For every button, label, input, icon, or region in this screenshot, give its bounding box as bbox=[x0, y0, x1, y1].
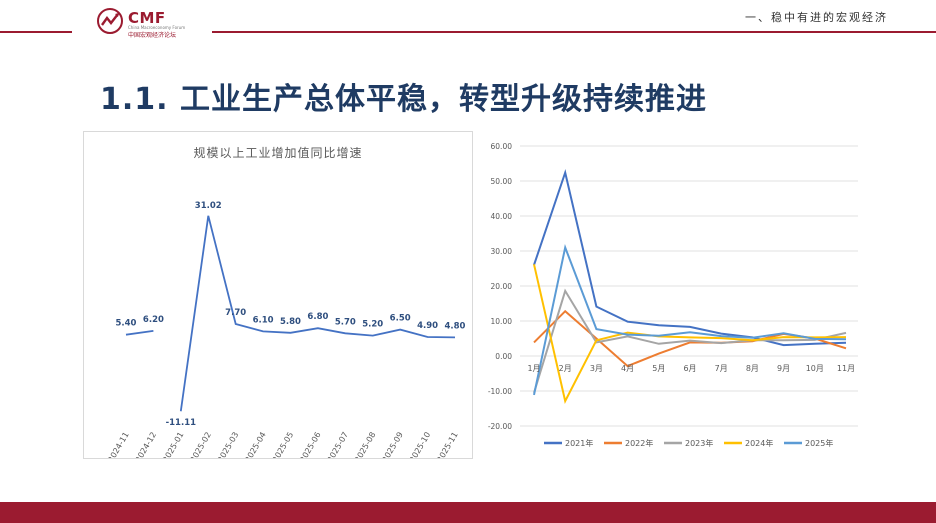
logo-text: CMF bbox=[128, 9, 166, 27]
logo-chinese-name: 中国宏观经济论坛 bbox=[128, 32, 177, 39]
legend-label-2022年: 2022年 bbox=[625, 438, 653, 448]
x-tick-label-2025-04: 2025-04 bbox=[243, 431, 268, 459]
data-label-2025-06: 6.80 bbox=[307, 312, 328, 322]
x-tick-label-2025-07: 2025-07 bbox=[326, 431, 351, 459]
cmf-logo-icon bbox=[97, 8, 123, 34]
x-tick-label-2024-11: 2024-11 bbox=[106, 431, 131, 459]
data-label-2025-01: -11.11 bbox=[166, 418, 196, 428]
chart-title: 规模以上工业增加值同比增速 bbox=[193, 146, 363, 160]
cmf-logo: CMF China Macroeconomy Forum 中国宏观经济论坛 bbox=[96, 7, 206, 39]
legend-label-2023年: 2023年 bbox=[685, 438, 713, 448]
legend-label-2021年: 2021年 bbox=[565, 438, 593, 448]
yearly-comparison-chart: -20.00 -10.00 0.00 10.00 20.00 30.00 40.00 50.0… bbox=[482, 133, 872, 459]
y-tick-label-1: -10.00 bbox=[488, 387, 512, 396]
x-tick-label-2025-10: 2025-10 bbox=[408, 431, 433, 459]
data-label-2025-10: 4.90 bbox=[417, 321, 438, 331]
data-label-2025-11: 4.80 bbox=[445, 321, 466, 331]
data-label-2025-05: 5.80 bbox=[280, 317, 301, 327]
industrial-growth-chart: 规模以上工业增加值同比增速 5.40 6.20 -11.11 31.02 7.70 6.1… bbox=[83, 131, 473, 459]
x-tick-label-2025-02: 2025-02 bbox=[188, 431, 213, 459]
x-tick-label-6月: 6月 bbox=[683, 364, 696, 373]
x-tick-label-2025-06: 2025-06 bbox=[298, 431, 323, 459]
x-tick-label-2025-09: 2025-09 bbox=[380, 431, 405, 459]
legend-label-2024年: 2024年 bbox=[745, 438, 773, 448]
x-tick-label-9月: 9月 bbox=[777, 364, 790, 373]
series-line-2022年 bbox=[533, 309, 847, 368]
series-line-2023年 bbox=[533, 288, 847, 394]
series-line-2025年 bbox=[533, 243, 847, 396]
data-label-2025-03: 7.70 bbox=[225, 308, 246, 318]
x-tick-label-11月: 11月 bbox=[837, 364, 855, 373]
data-label-2024-12: 6.20 bbox=[143, 315, 164, 325]
y-tick-label-5: 30.00 bbox=[491, 247, 513, 256]
data-label-2025-09: 6.50 bbox=[390, 314, 411, 324]
y-tick-label-3: 10.00 bbox=[491, 317, 513, 326]
data-label-2025-08: 5.20 bbox=[362, 320, 383, 330]
data-label-2024-11: 5.40 bbox=[116, 319, 137, 329]
section-label: 一、稳中有进的宏观经济 bbox=[745, 11, 888, 24]
y-tick-label-7: 50.00 bbox=[491, 177, 513, 186]
x-tick-label-2025-05: 2025-05 bbox=[271, 431, 296, 459]
yearly-comparison-plot: -20.00 -10.00 0.00 10.00 20.00 30.00 40.00 50.0… bbox=[488, 142, 858, 448]
x-tick-label-10月: 10月 bbox=[806, 364, 824, 373]
x-tick-label-2024-12: 2024-12 bbox=[134, 431, 159, 459]
y-tick-label-2: 0.00 bbox=[495, 352, 512, 361]
footer-bar bbox=[0, 502, 936, 523]
x-tick-label-2月: 2月 bbox=[559, 364, 572, 373]
x-tick-label-4月: 4月 bbox=[621, 364, 634, 373]
x-tick-label-2025-11: 2025-11 bbox=[435, 431, 460, 459]
header-rule-left bbox=[0, 31, 72, 33]
x-tick-label-2025-08: 2025-08 bbox=[353, 431, 378, 459]
data-label-2025-02: 31.02 bbox=[195, 201, 222, 211]
x-tick-label-2025-01: 2025-01 bbox=[161, 431, 186, 459]
y-tick-label-4: 20.00 bbox=[491, 282, 513, 291]
legend-label-2025年: 2025年 bbox=[805, 438, 833, 448]
y-tick-label-8: 60.00 bbox=[491, 142, 513, 151]
y-tick-label-6: 40.00 bbox=[491, 212, 513, 221]
series-line-2021年 bbox=[533, 168, 847, 347]
logo-english-name: China Macroeconomy Forum bbox=[128, 25, 186, 30]
page-title: 1.1. 工业生产总体平稳，转型升级持续推进 bbox=[100, 82, 707, 117]
x-tick-label-1月: 1月 bbox=[527, 364, 540, 373]
series-line-2024年 bbox=[533, 264, 847, 405]
series-line-segment-0 bbox=[125, 330, 154, 336]
data-label-2025-04: 6.10 bbox=[253, 315, 274, 325]
data-label-2025-07: 5.70 bbox=[335, 317, 356, 327]
x-tick-label-3月: 3月 bbox=[590, 364, 603, 373]
header-rule-right bbox=[212, 31, 936, 33]
y-tick-label-0: -20.00 bbox=[488, 422, 512, 431]
x-tick-label-5月: 5月 bbox=[652, 364, 665, 373]
x-tick-label-7月: 7月 bbox=[715, 364, 728, 373]
x-tick-label-2025-03: 2025-03 bbox=[216, 431, 241, 459]
series-line-segment-1 bbox=[179, 215, 456, 412]
x-tick-label-8月: 8月 bbox=[746, 364, 759, 373]
industrial-growth-plot: 5.40 6.20 -11.11 31.02 7.70 6.10 5.80 6.80 5.70 5… bbox=[106, 201, 466, 459]
